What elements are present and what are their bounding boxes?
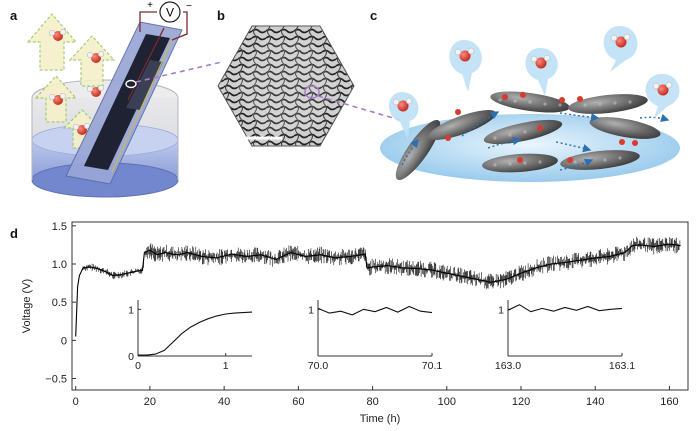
- water-molecule-icon: [72, 122, 91, 135]
- y-tick-label: 0: [61, 335, 67, 347]
- water-bubble-icon: [603, 26, 638, 72]
- voltmeter-icon: [159, 1, 181, 23]
- panel-a-water-molecules: [48, 28, 105, 135]
- positive-terminal-sign: +: [147, 0, 153, 11]
- panel-label-c: c: [370, 8, 377, 23]
- y-tick-label: 1.5: [52, 221, 67, 233]
- inset-chart-2: 1 70.0 70.1: [308, 300, 443, 372]
- inset-y-tick-label: 1: [308, 304, 314, 316]
- panel-c-molecular-model: c: [370, 8, 680, 182]
- x-axis-ticks: 0 20 40 60 80 100 120 140 160: [73, 386, 679, 408]
- panel-label-a: a: [10, 8, 18, 23]
- inset-x-tick-label: 70.1: [422, 360, 443, 372]
- inset-x-tick-label: 1: [223, 360, 229, 372]
- inset-x-tick-label: 0: [135, 360, 141, 372]
- y-tick-label: −0.5: [45, 374, 67, 386]
- carbon-flake: [589, 117, 661, 139]
- panel-label-d: d: [10, 226, 18, 241]
- x-tick-label: 80: [366, 396, 378, 408]
- water-bubble-icon: [525, 48, 558, 96]
- x-tick-label: 60: [292, 396, 304, 408]
- x-tick-label: 100: [438, 396, 456, 408]
- y-tick-label: 1.0: [52, 259, 67, 271]
- y-axis-ticks: −0.5 0 0.5 1.0 1.5: [45, 221, 76, 386]
- wire-positive: [139, 11, 157, 32]
- inset-x-tick-label: 163.1: [609, 360, 635, 372]
- water-bubbles: [388, 26, 680, 140]
- x-tick-label: 160: [660, 396, 678, 408]
- voltage-series-line: [75, 243, 681, 337]
- zoom-circle-b: [304, 85, 320, 99]
- wire-negative: [171, 11, 188, 41]
- y-axis-label: Voltage (V): [21, 279, 33, 333]
- water-molecule-icon: [86, 84, 105, 97]
- tem-hexagon: [217, 25, 355, 147]
- carbon-flake: [483, 119, 563, 145]
- water-bubble-icon: [449, 40, 482, 92]
- water-bubble-icon: [645, 74, 680, 118]
- zoom-link-a-to-b: [135, 61, 223, 83]
- carbon-flake: [560, 150, 640, 170]
- vapor-arrow-1: [26, 13, 78, 71]
- plot-frame: [71, 221, 689, 391]
- voltage-noise-band: [82, 236, 681, 290]
- inset-y-tick-label: 0: [128, 351, 134, 363]
- x-tick-label: 120: [512, 396, 530, 408]
- inset-charts: 0 1 0 1 1 70.0 70.1 1 163.0 163.1: [128, 300, 635, 372]
- x-axis-label: Time (h): [360, 413, 401, 425]
- inset-x-tick-label: 70.0: [308, 360, 329, 372]
- x-tick-label: 20: [144, 396, 156, 408]
- panel-a-device-schematic: a: [10, 0, 223, 198]
- zoom-circle-a: [125, 79, 137, 89]
- inset-series-line: [507, 304, 623, 313]
- water-molecule-icon: [86, 50, 105, 63]
- panel-label-b: b: [217, 8, 225, 23]
- inset-y-tick-label: 1: [498, 304, 504, 316]
- panel-b-tem-image: b: [217, 8, 401, 147]
- oxygen-groups: [445, 92, 638, 163]
- inset-series-line: [317, 305, 433, 316]
- inset-series-line: [138, 311, 253, 356]
- inset-chart-1: 0 1 0 1: [128, 300, 253, 372]
- x-tick-label: 40: [218, 396, 230, 408]
- inset-chart-3: 1 163.0 163.1: [495, 300, 635, 372]
- carbon-flake: [568, 94, 648, 114]
- negative-terminal-sign: −: [186, 1, 192, 12]
- voltmeter-circuit: V + −: [139, 0, 192, 41]
- inset-x-tick-label: 163.0: [495, 360, 521, 372]
- x-tick-label: 0: [73, 396, 79, 408]
- carbon-black-device: [65, 21, 183, 185]
- carbon-flake: [428, 110, 496, 140]
- panel-d-voltage-chart: d −0.500.51.01.5 0 20 40 60 80 100 120 140 160 V…: [10, 221, 689, 425]
- water-bubble-icon: [388, 92, 419, 140]
- inset-y-tick-label: 1: [128, 304, 134, 316]
- voltmeter-symbol: V: [166, 6, 174, 20]
- water-molecule-icon: [48, 92, 67, 105]
- y-tick-label: 0.5: [52, 297, 67, 309]
- water-molecule-icon: [48, 28, 67, 41]
- x-tick-label: 140: [586, 396, 604, 408]
